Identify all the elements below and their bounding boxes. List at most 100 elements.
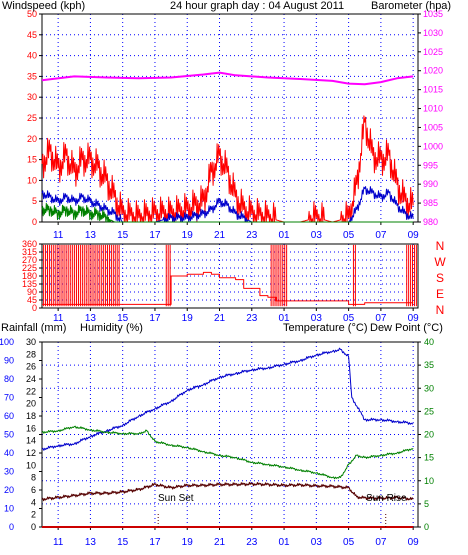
humidity-y-label: 60 (4, 411, 14, 421)
humidity-y-label: 20 (4, 485, 14, 495)
humidity-y-label: 30 (4, 467, 14, 477)
x-tick-label: 11 (53, 313, 64, 324)
humidity-y-label: 40 (4, 448, 14, 458)
temperature-y-label: 30 (424, 383, 434, 393)
x-tick-label: 07 (375, 537, 387, 548)
rainfall-y-label: 4 (31, 497, 36, 507)
x-tick-label: 03 (311, 537, 323, 548)
x-tick-label: 05 (343, 537, 355, 548)
wind-y-label: 0 (32, 217, 37, 227)
x-tick-label: 11 (53, 537, 64, 548)
wind-y-label: 35 (27, 71, 37, 81)
rainfall-axis-title: Rainfall (mm) (1, 322, 67, 334)
humidity-axis-title: Humidity (%) (80, 322, 143, 334)
x-tick-label: 11 (53, 230, 64, 241)
x-tick-label: 09 (408, 313, 420, 324)
x-tick-label: 01 (278, 313, 290, 324)
wind-y-label: 40 (27, 51, 37, 61)
direction-y-label: 135 (22, 279, 37, 289)
x-tick-label: 15 (117, 230, 129, 241)
rainfall-y-label: 6 (31, 485, 36, 495)
x-tick-label: 07 (375, 230, 387, 241)
sun-set-label: Sun Set (158, 493, 194, 504)
compass-label: E (436, 287, 444, 301)
direction-y-label: 225 (22, 263, 37, 273)
x-tick-label: 23 (246, 537, 258, 548)
baro-y-label: 1025 (423, 47, 443, 57)
compass-label: N (436, 303, 445, 317)
x-tick-label: 17 (149, 313, 161, 324)
sun-rise-label: Sun Rise (366, 493, 407, 504)
x-tick-label: 13 (85, 537, 97, 548)
tick-labels: 0510152025303540455098098599099510001005… (0, 9, 446, 548)
direction-y-label: 360 (22, 239, 37, 249)
x-tick-label: 01 (278, 230, 290, 241)
barometer-axis-title: Barometer (hpa) (371, 0, 452, 12)
wind-y-label: 20 (27, 134, 37, 144)
barometer-line (41, 71, 414, 86)
x-tick-label: 21 (214, 537, 226, 548)
temperature-y-label: 15 (424, 453, 434, 463)
baro-y-label: 1005 (423, 122, 443, 132)
grid-layer (42, 13, 418, 528)
temperature-y-label: 40 (424, 337, 434, 347)
temperature-y-label: 35 (424, 360, 434, 370)
x-tick-label: 09 (408, 537, 420, 548)
graph-title: 24 hour graph day : 04 August 2011 (170, 0, 345, 12)
wind-y-label: 50 (27, 9, 37, 19)
wind-y-label: 5 (32, 196, 37, 206)
x-tick-label: 19 (182, 537, 194, 548)
baro-y-label: 1010 (423, 104, 443, 114)
wind-low-line (41, 202, 414, 223)
direction-y-label: 45 (27, 295, 37, 305)
baro-y-label: 985 (423, 198, 438, 208)
x-tick-label: 01 (278, 537, 290, 548)
x-tick-label: 21 (214, 230, 226, 241)
windspeed-axis-title: Windspeed (kph) (2, 0, 86, 12)
humidity-y-label: 90 (4, 356, 14, 366)
wind-y-label: 25 (27, 113, 37, 123)
direction-y-label: 180 (22, 271, 37, 281)
x-tick-label: 07 (375, 313, 387, 324)
dewpoint-line (41, 481, 414, 502)
x-tick-label: 03 (311, 230, 323, 241)
rainfall-y-label: 12 (26, 448, 36, 458)
rainfall-y-label: 14 (26, 436, 36, 446)
temperature-y-label: 0 (424, 522, 429, 532)
x-tick-label: 19 (182, 313, 194, 324)
temperature-y-label: 5 (424, 499, 429, 509)
rainfall-y-label: 10 (26, 460, 36, 470)
wind-y-label: 15 (27, 155, 37, 165)
direction-y-label: 90 (27, 287, 37, 297)
rainfall-y-label: 22 (26, 386, 36, 396)
baro-y-label: 1000 (423, 141, 443, 151)
wind-average-line (41, 186, 414, 223)
baro-y-label: 990 (423, 179, 438, 189)
compass-label: N (436, 239, 445, 253)
wind-y-label: 45 (27, 30, 37, 40)
x-tick-label: 15 (117, 313, 129, 324)
baro-y-label: 1020 (423, 66, 443, 76)
rainfall-y-label: 24 (26, 374, 36, 384)
series-layer (41, 71, 417, 528)
x-tick-label: 05 (343, 313, 355, 324)
baro-y-label: 980 (423, 217, 438, 227)
wind-gust-line (41, 115, 414, 223)
baro-y-label: 1035 (423, 9, 443, 19)
temperature-y-label: 10 (424, 476, 434, 486)
compass-label: W (434, 255, 446, 269)
humidity-y-label: 0 (9, 522, 14, 532)
rainfall-y-label: 20 (26, 399, 36, 409)
x-tick-label: 23 (246, 230, 258, 241)
x-tick-label: 23 (246, 313, 258, 324)
rainfall-y-label: 2 (31, 510, 36, 520)
temperature-y-label: 25 (424, 406, 434, 416)
temperature-axis-title: Temperature (°C) (283, 322, 368, 334)
x-tick-label: 17 (149, 537, 161, 548)
compass-label: S (436, 271, 444, 285)
x-tick-label: 03 (311, 313, 323, 324)
wind-y-label: 10 (27, 175, 37, 185)
humidity-line (41, 347, 414, 451)
wind-y-label: 30 (27, 92, 37, 102)
humidity-y-label: 50 (4, 430, 14, 440)
